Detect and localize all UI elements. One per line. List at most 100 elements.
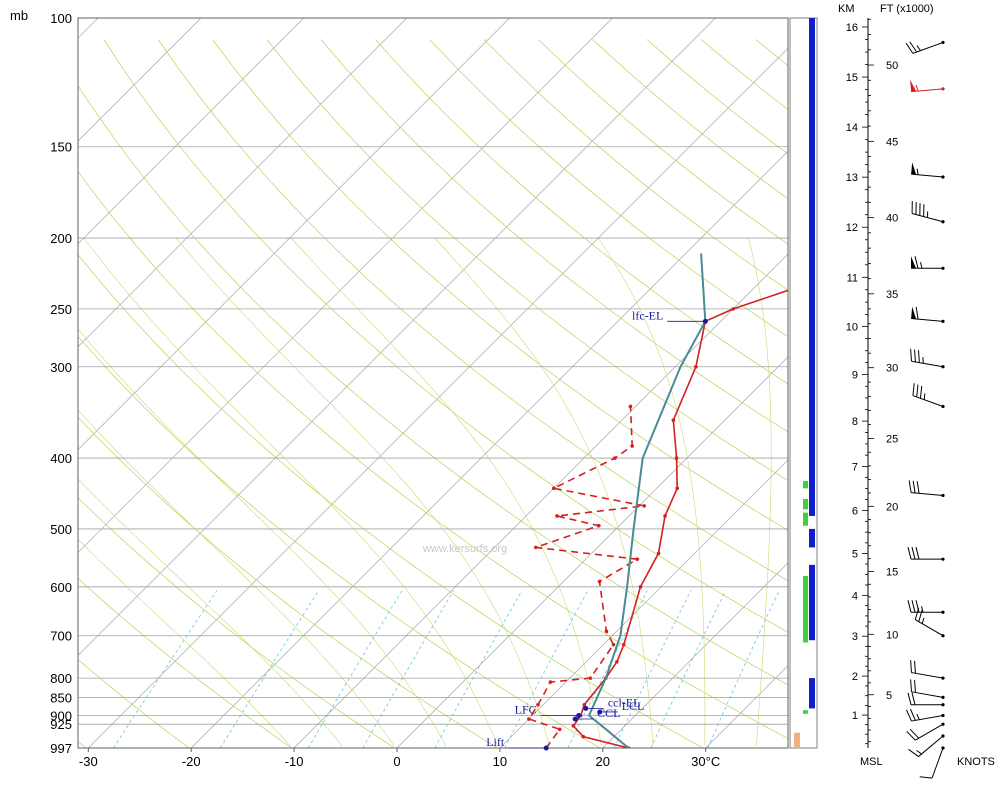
wind-barb-full [919,385,923,399]
pressure-tick-label: 700 [50,629,72,644]
dry-adiabat-line [78,335,601,748]
wind-barb-staff [911,318,944,322]
temperature-point [638,584,643,589]
level-marker [702,318,708,324]
wind-barb [911,201,945,224]
temperature-point [615,660,619,664]
wind-barb-base [941,722,945,726]
ft-tick-label: 5 [886,690,892,702]
dewpoint-point [613,456,617,460]
wind-barb [905,40,945,54]
wind-barb-full [914,660,916,674]
pressure-tick-label: 997 [50,741,72,756]
wind-barb [911,256,945,270]
dry-adiabat-line [375,39,788,385]
temperature-point [918,244,922,248]
wind-barb-staff [911,691,944,698]
wind-barb-base [941,40,945,45]
dry-adiabat-line [78,84,788,686]
dry-adiabat-line [483,39,788,291]
temperature-point [675,486,680,491]
pressure-tick-label: 925 [50,717,72,732]
km-tick-label: 3 [852,631,858,643]
wind-barb-full [910,660,912,673]
ft-tick-label: 30 [886,363,898,375]
wind-barb-base [941,175,945,179]
wind-barb [912,383,945,409]
dry-adiabat-line [538,39,788,245]
km-tick-label: 2 [852,671,858,683]
msl-label: MSL [860,756,883,768]
level-marker [543,745,549,751]
wind-barb [910,79,945,93]
km-tick-label: 4 [852,590,858,602]
wind-barb-half [916,749,922,755]
knots-label: KNOTS [957,756,995,768]
level-marker [576,713,582,719]
cloud-column-blue-segment [809,18,815,516]
dry-adiabat-line [700,39,788,110]
temperature-point [656,551,661,556]
km-tick-label: 1 [852,710,858,722]
wind-barb [908,734,945,757]
temperature-point [674,456,679,460]
temperature-tick-labels: -30 -20 -10 0 10 20 30°C [79,748,720,769]
dewpoint-point [527,717,531,721]
pressure-tick-label: 600 [50,580,72,595]
wind-barb-staff [911,173,944,178]
pressure-tick-label: 100 [50,11,72,26]
wind-barb-full [909,728,920,739]
km-tick-label: 6 [852,505,858,517]
wind-barb-full [906,730,916,741]
dewpoint-point [588,676,593,680]
wind-barb-pennant [911,256,916,269]
isotherm-line [190,150,788,748]
cloud-column-green-segment [803,512,808,526]
wind-barb [910,679,945,699]
cloud-column-green-segment [803,498,808,510]
plot-frame [77,17,789,749]
wind-barb-base [941,713,945,718]
moist-adiabat-line [78,328,447,746]
wind-barb-half [921,617,925,624]
wind-barb-half [920,262,923,269]
mixing-ratio-line [113,590,218,748]
wind-barb-full [915,600,920,613]
level-label: lfc-EL [632,308,663,322]
wind-barb-full [917,350,920,363]
isotherm-line [78,18,407,348]
wind-barb [919,746,945,779]
dry-adiabat-line [266,39,788,482]
wind-barb-full [909,41,918,53]
wind-barb [907,692,945,707]
dry-adiabat-line [755,39,788,67]
moist-adiabat-line [434,237,654,746]
level-label: Lift [486,735,505,749]
moist-adiabat-line [290,237,602,746]
temperature-tick-label: -10 [285,754,304,769]
moist-adiabat-line [83,237,498,746]
wind-barb-half [915,85,919,92]
ft-axis-label: FT (x1000) [880,3,934,15]
dewpoint-point [555,514,559,518]
dry-adiabat-line [78,659,190,748]
wind-barb-full [907,692,912,705]
level-marker [597,709,603,715]
km-tick-label: 5 [852,548,858,560]
km-tick-label: 14 [846,122,858,134]
wind-barb [911,306,945,323]
isotherm-line [78,18,99,39]
wind-barb-pennant [911,306,917,319]
wind-barb-full [905,709,912,722]
pressure-tick-label: 400 [50,451,72,466]
level-label: LCL [622,699,645,713]
wind-barb-base [941,404,945,409]
wind-barb-full [908,748,919,757]
mixing-ratio-line [650,590,726,748]
temperature-point [731,307,736,311]
moist-adiabat-line [78,478,343,746]
wind-barb-staff [912,395,944,407]
wind-barb-half [916,45,921,51]
level-label: CCL [597,706,620,720]
